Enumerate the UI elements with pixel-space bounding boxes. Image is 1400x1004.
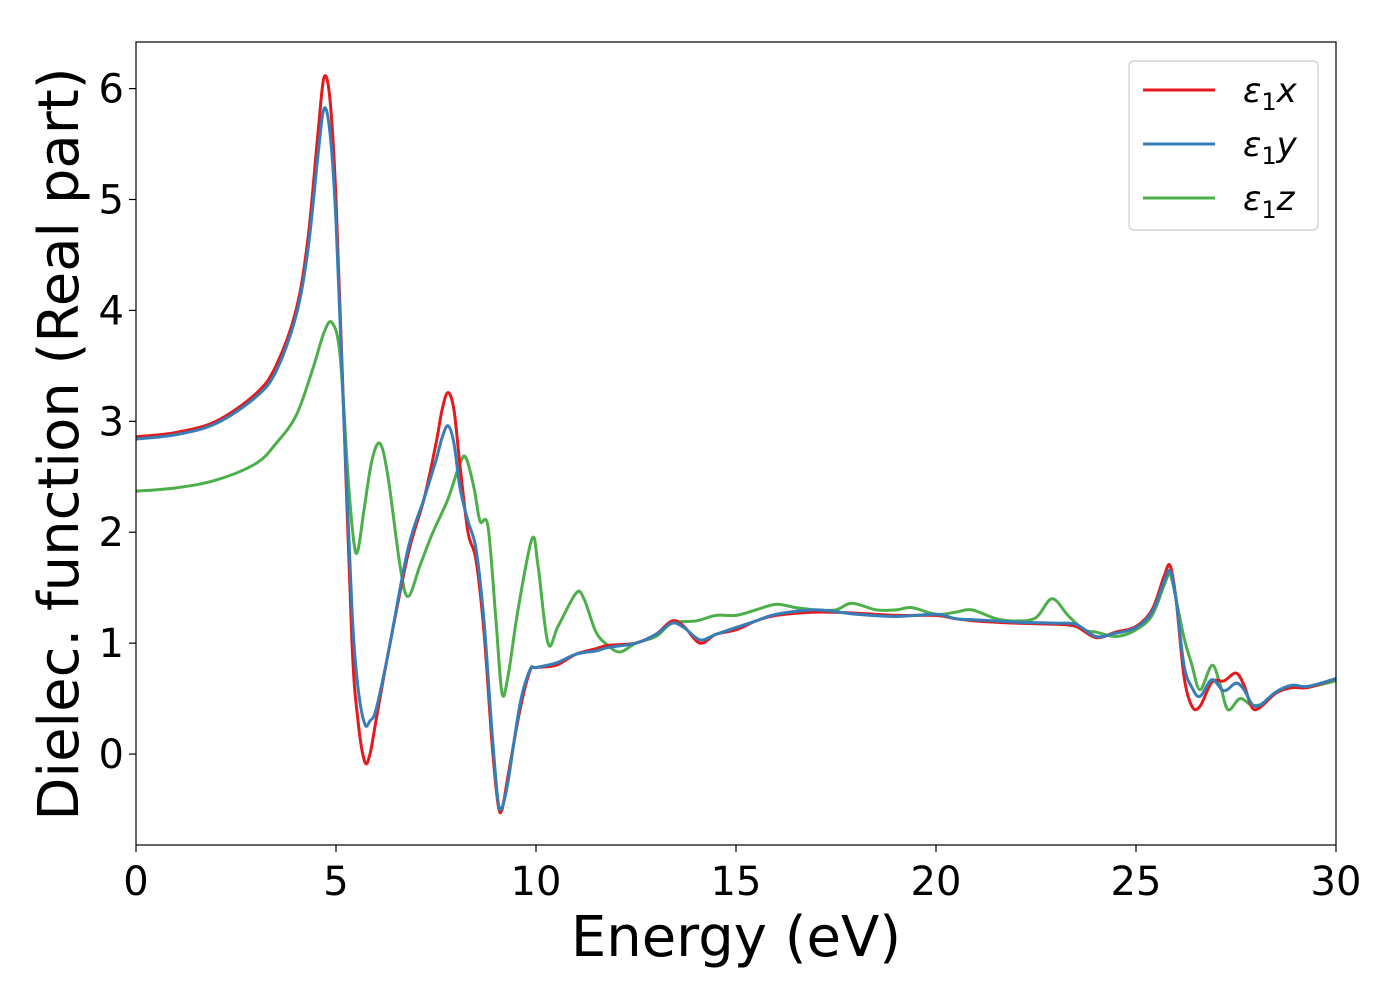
y-axis-label: Dielec. function (Real part)	[27, 67, 92, 820]
plot-layer	[136, 74, 1336, 815]
legend-label-z: ε1z	[1243, 179, 1296, 224]
y-tick-label: 1	[99, 621, 124, 667]
axis-layer: 0 5 10 15 20 25 30 0 1 2 3 4 5 6	[99, 41, 1362, 905]
series-line-y	[136, 106, 1336, 812]
y-tick-label: 6	[99, 67, 124, 113]
y-tick-label: 0	[99, 732, 124, 778]
x-tick-label: 30	[1311, 859, 1362, 905]
x-tick-label: 20	[911, 859, 962, 905]
y-tick-label: 4	[99, 288, 124, 334]
x-tick-label: 15	[711, 859, 762, 905]
legend-box	[1128, 60, 1319, 231]
x-axis-label: Energy (eV)	[571, 905, 901, 970]
y-tick-label: 3	[99, 399, 124, 445]
legend-label-x: ε1x	[1243, 71, 1298, 116]
x-tick-label: 25	[1111, 859, 1162, 905]
y-tick-label: 2	[99, 510, 124, 556]
legend: ε1x ε1y ε1z	[1128, 60, 1319, 231]
y-tick-label: 5	[99, 177, 124, 223]
x-tick-label: 10	[511, 859, 562, 905]
x-tick-label: 5	[323, 859, 348, 905]
legend-label-y: ε1y	[1243, 125, 1298, 170]
x-tick-label: 0	[123, 859, 148, 905]
